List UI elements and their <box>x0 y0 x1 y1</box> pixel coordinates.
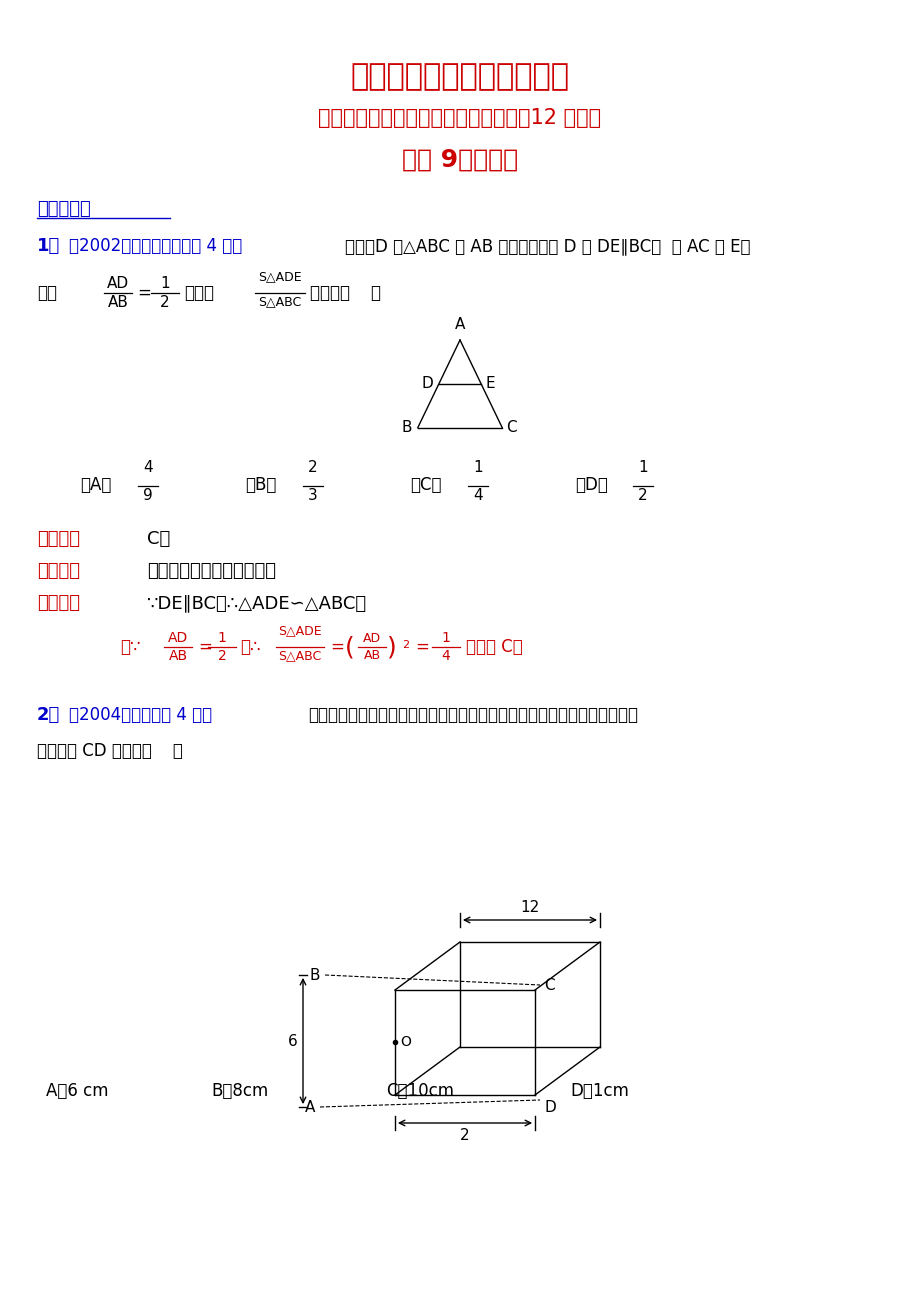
Text: 所成的像 CD 的长是【    】: 所成的像 CD 的长是【 】 <box>37 742 183 760</box>
Text: O: O <box>400 1035 411 1049</box>
Text: S△ABC: S△ABC <box>278 648 322 661</box>
Text: （C）: （C） <box>410 477 441 493</box>
Text: AB: AB <box>108 296 129 310</box>
Text: （2004年浙江金华 4 分）: （2004年浙江金华 4 分） <box>69 706 212 724</box>
Text: 1: 1 <box>217 631 226 644</box>
Text: 专题 9：三角形: 专题 9：三角形 <box>402 148 517 172</box>
Text: =: = <box>137 284 151 302</box>
Text: 2: 2 <box>160 296 170 310</box>
Text: AD: AD <box>167 631 187 644</box>
Text: （A）: （A） <box>80 477 111 493</box>
Text: （2002年浙江金华、衢州 4 分）: （2002年浙江金华、衢州 4 分） <box>69 237 242 255</box>
Text: ，∴: ，∴ <box>240 638 260 656</box>
Text: AD: AD <box>362 631 380 644</box>
Text: 相似三角形的判定和性质。: 相似三角形的判定和性质。 <box>147 562 276 579</box>
Text: （B）: （B） <box>244 477 276 493</box>
Text: 如图，D 是△ABC 的 AB 边上一点，过 D 作 DE∥BC，  交 AC 于 E，: 如图，D 是△ABC 的 AB 边上一点，过 D 作 DE∥BC， 交 AC 于… <box>345 237 750 255</box>
Text: B、8cm: B、8cm <box>211 1082 268 1100</box>
Text: 1: 1 <box>638 460 647 475</box>
Text: =: = <box>330 638 344 656</box>
Text: 【考点】: 【考点】 <box>37 562 80 579</box>
Text: 【答案】: 【答案】 <box>37 530 80 548</box>
Text: 1: 1 <box>441 631 450 644</box>
Text: 4: 4 <box>472 488 482 503</box>
Text: 2．: 2． <box>37 706 60 724</box>
Text: A: A <box>304 1099 314 1115</box>
Text: 1．: 1． <box>37 237 60 255</box>
Text: 【分析】: 【分析】 <box>37 594 80 612</box>
Text: C。: C。 <box>147 530 170 548</box>
Text: =: = <box>414 638 428 656</box>
Text: D: D <box>421 376 433 392</box>
Text: S△ABC: S△ABC <box>258 296 301 309</box>
Text: 4: 4 <box>143 460 153 475</box>
Text: A、6 cm: A、6 cm <box>46 1082 108 1100</box>
Text: 2: 2 <box>402 641 409 650</box>
Text: 一、选择题: 一、选择题 <box>37 201 90 217</box>
Text: A: A <box>454 316 465 332</box>
Text: AB: AB <box>168 648 187 663</box>
Text: ，故选 C。: ，故选 C。 <box>466 638 522 656</box>
Text: S△ADE: S△ADE <box>278 624 322 637</box>
Text: ∵DE∥BC，∴△ADE∽△ABC。: ∵DE∥BC，∴△ADE∽△ABC。 <box>147 594 367 612</box>
Text: S△ADE: S△ADE <box>258 270 301 283</box>
Text: D、1cm: D、1cm <box>570 1082 629 1100</box>
Text: ，那么: ，那么 <box>184 284 214 302</box>
Text: D: D <box>543 1100 555 1115</box>
Text: C、10cm: C、10cm <box>386 1082 454 1100</box>
Text: 1: 1 <box>160 276 170 292</box>
Text: C: C <box>505 421 516 435</box>
Text: B: B <box>309 967 320 983</box>
Text: 2: 2 <box>308 460 317 475</box>
Text: 2: 2 <box>218 648 226 663</box>
Text: 已知: 已知 <box>37 284 57 302</box>
Text: 2: 2 <box>638 488 647 503</box>
Text: 12: 12 <box>520 900 539 915</box>
Text: 浙江金华中考数学试题分类解析汇编（12 专题）: 浙江金华中考数学试题分类解析汇编（12 专题） <box>318 108 601 128</box>
Text: E: E <box>484 376 494 392</box>
Text: =: = <box>198 638 211 656</box>
Text: 又∵: 又∵ <box>119 638 141 656</box>
Text: ): ) <box>387 635 396 660</box>
Text: C: C <box>543 978 554 992</box>
Text: 3: 3 <box>308 488 318 503</box>
Text: 下图是小孔成像原理的示意图，根据图中所标注的尺寸，这支蜡烛在暗盒中: 下图是小孔成像原理的示意图，根据图中所标注的尺寸，这支蜡烛在暗盒中 <box>308 706 638 724</box>
Text: 4: 4 <box>441 648 450 663</box>
Text: AD: AD <box>107 276 129 292</box>
Text: 二〇一九中考数学学习资料: 二〇一九中考数学学习资料 <box>350 62 569 91</box>
Text: AB: AB <box>363 648 380 661</box>
Text: 2: 2 <box>460 1128 470 1143</box>
Text: 的值为【    】: 的值为【 】 <box>310 284 380 302</box>
Text: （D）: （D） <box>574 477 607 493</box>
Text: 6: 6 <box>288 1034 298 1048</box>
Text: B: B <box>401 421 412 435</box>
Text: 1: 1 <box>472 460 482 475</box>
Text: 9: 9 <box>143 488 153 503</box>
Text: (: ( <box>345 635 355 660</box>
